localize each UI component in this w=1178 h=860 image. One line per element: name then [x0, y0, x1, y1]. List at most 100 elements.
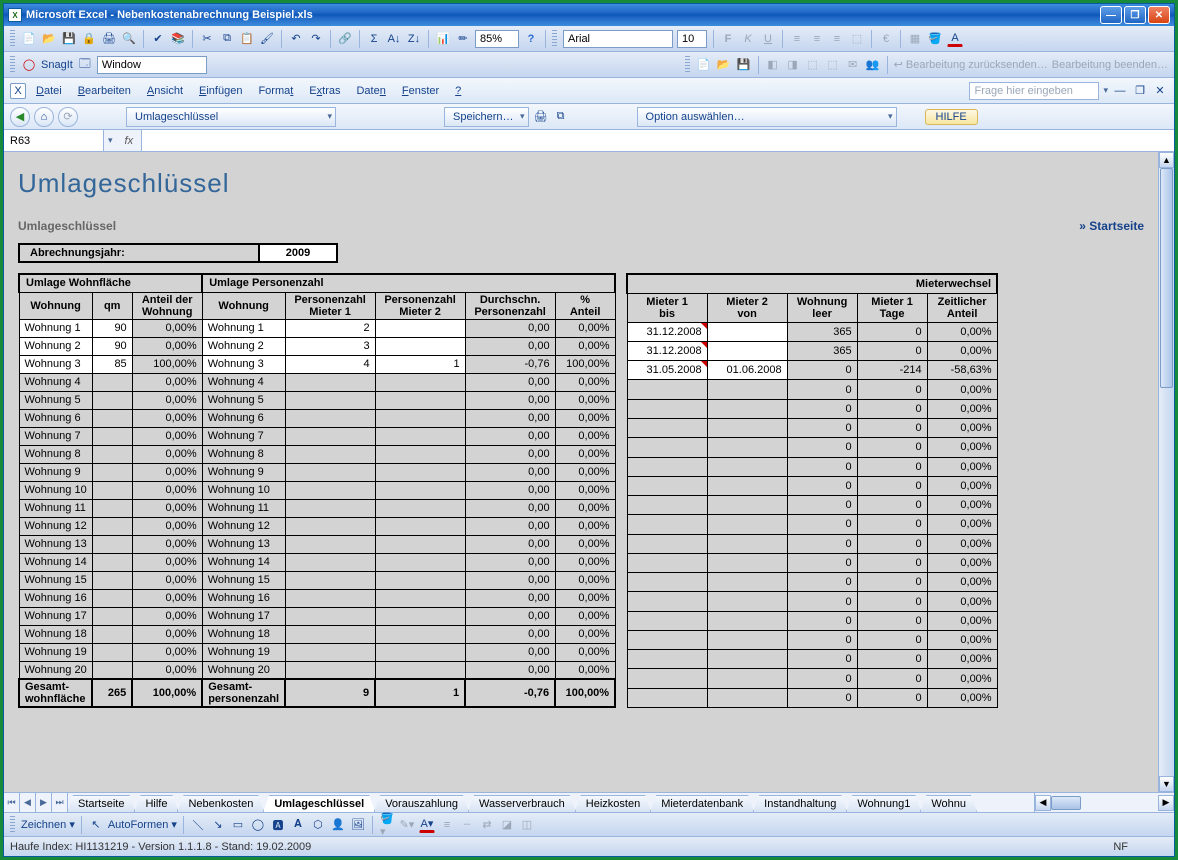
horizontal-scrollbar[interactable]: ◀ ▶ [1034, 793, 1174, 812]
table-row[interactable]: Wohnung 50,00%Wohnung 50,000,00% [19, 391, 615, 409]
diagram-icon[interactable]: ⬡ [310, 817, 326, 833]
sheet-tab[interactable]: Vorauszahlung [374, 795, 469, 812]
table-row[interactable]: 31.05.200801.06.20080-214-58,63% [627, 361, 997, 380]
startseite-link[interactable]: » Startseite [1079, 219, 1144, 233]
table-row[interactable]: Wohnung 180,00%Wohnung 180,000,00% [19, 625, 615, 643]
hscroll-thumb[interactable] [1051, 796, 1081, 810]
vertical-scrollbar[interactable]: ▲ ▼ [1158, 152, 1174, 792]
clipart-icon[interactable]: 👤 [330, 817, 346, 833]
align-right-icon[interactable]: ≡ [829, 31, 845, 47]
table-row[interactable]: 31.12.200836500,00% [627, 341, 997, 360]
menu-einfuegen[interactable]: Einfügen [193, 83, 248, 99]
sheet-tab[interactable]: Instandhaltung [753, 795, 847, 812]
question-input[interactable] [969, 82, 1099, 100]
save-button[interactable]: Speichern… [444, 107, 529, 127]
table-row[interactable]: 000,00% [627, 688, 997, 707]
table-row[interactable]: 000,00% [627, 496, 997, 515]
rev-icon-5[interactable]: ✉ [845, 57, 861, 73]
rev-icon-2[interactable]: ◨ [785, 57, 801, 73]
arrow-style-icon[interactable]: ⇄ [479, 817, 495, 833]
font-name-input[interactable] [563, 30, 673, 48]
line-style-icon[interactable]: ≡ [439, 817, 455, 833]
nav-refresh-button[interactable]: ⟳ [58, 107, 78, 127]
doc-restore-button[interactable]: ❐ [1132, 83, 1148, 99]
sheet-tab[interactable]: Wohnung1 [846, 795, 921, 812]
sheet-tab[interactable]: Umlageschlüssel [263, 795, 375, 812]
sort-desc-icon[interactable]: Z↓ [406, 31, 422, 47]
tab-first-button[interactable]: ⏮ [4, 793, 20, 812]
align-left-icon[interactable]: ≡ [789, 31, 805, 47]
section-dropdown[interactable]: Umlageschlüssel [126, 107, 336, 127]
shadow-icon[interactable]: ◪ [499, 817, 515, 833]
toolbar-grip-3[interactable] [10, 56, 15, 74]
new-icon[interactable]: 📄 [21, 31, 37, 47]
tab-last-button[interactable]: ⏭ [52, 793, 68, 812]
select-icon[interactable]: ↖ [88, 817, 104, 833]
dash-icon[interactable]: ┄ [459, 817, 475, 833]
autosum-icon[interactable]: Σ [366, 31, 382, 47]
arrow-icon[interactable]: ↘ [210, 817, 226, 833]
table-row[interactable]: Wohnung 150,00%Wohnung 150,000,00% [19, 571, 615, 589]
table-row[interactable]: 000,00% [627, 515, 997, 534]
table-row[interactable]: Wohnung 80,00%Wohnung 80,000,00% [19, 445, 615, 463]
tab-prev-button[interactable]: ◀ [20, 793, 36, 812]
hyperlink-icon[interactable]: 🔗 [337, 31, 353, 47]
rev-icon-4[interactable]: ⬚ [825, 57, 841, 73]
zeichnen-menu[interactable]: Zeichnen ▾ [21, 818, 75, 831]
formula-input[interactable] [141, 130, 1174, 151]
rect-icon[interactable]: ▭ [230, 817, 246, 833]
year-value[interactable]: 2009 [258, 243, 338, 263]
table-row[interactable]: Wohnung 40,00%Wohnung 40,000,00% [19, 373, 615, 391]
fill-icon[interactable]: 🪣▾ [379, 817, 395, 833]
table-row[interactable]: 000,00% [627, 669, 997, 688]
sort-asc-icon[interactable]: A↓ [386, 31, 402, 47]
fx-label[interactable]: fx [117, 135, 142, 147]
table-row[interactable]: Wohnung 110,00%Wohnung 110,000,00% [19, 499, 615, 517]
copy2-icon[interactable]: ⧉ [553, 109, 569, 125]
table-row[interactable]: Wohnung 140,00%Wohnung 140,000,00% [19, 553, 615, 571]
option-dropdown[interactable]: Option auswählen… [637, 107, 897, 127]
table-row[interactable]: Wohnung 130,00%Wohnung 130,000,00% [19, 535, 615, 553]
scroll-down-button[interactable]: ▼ [1159, 776, 1174, 792]
snagit-target-input[interactable] [97, 56, 207, 74]
sheet-tab[interactable]: Heizkosten [575, 795, 651, 812]
sheet-tab[interactable]: Hilfe [134, 795, 178, 812]
table-row[interactable]: Wohnung 385100,00%Wohnung 341-0,76100,00… [19, 355, 615, 373]
minimize-button[interactable]: — [1100, 6, 1122, 24]
menu-bearbeiten[interactable]: Bearbeiten [72, 83, 137, 99]
font-size-input[interactable] [677, 30, 707, 48]
rev-icon-3[interactable]: ⬚ [805, 57, 821, 73]
permission-icon[interactable]: 🔒 [81, 31, 97, 47]
copy-icon[interactable]: ⧉ [219, 31, 235, 47]
menu-hilfe[interactable]: ? [449, 83, 467, 99]
oval-icon[interactable]: ◯ [250, 817, 266, 833]
table-row[interactable]: Wohnung 190,00%Wohnung 190,000,00% [19, 643, 615, 661]
edit-end-button[interactable]: Bearbeitung beenden… [1052, 59, 1168, 71]
print2-icon[interactable]: 🖨 [533, 109, 549, 125]
scroll-up-button[interactable]: ▲ [1159, 152, 1174, 168]
table-row[interactable]: Wohnung 60,00%Wohnung 60,000,00% [19, 409, 615, 427]
align-center-icon[interactable]: ≡ [809, 31, 825, 47]
menu-ansicht[interactable]: Ansicht [141, 83, 189, 99]
menu-format[interactable]: Format [252, 83, 299, 99]
font-color2-icon[interactable]: A▾ [419, 817, 435, 833]
textbox-icon[interactable]: 🅰 [270, 817, 286, 833]
open-icon[interactable]: 📂 [41, 31, 57, 47]
table-row[interactable]: 000,00% [627, 630, 997, 649]
doc-minimize-button[interactable]: — [1112, 83, 1128, 99]
underline-icon[interactable]: U [760, 31, 776, 47]
menu-extras[interactable]: Extras [303, 83, 346, 99]
font-color-icon[interactable]: A [947, 31, 963, 47]
line-color-icon[interactable]: ✎▾ [399, 817, 415, 833]
mieterwechsel-table[interactable]: Mieterwechsel Mieter 1 bis Mieter 2 von … [626, 273, 998, 708]
table-row[interactable]: Wohnung 2900,00%Wohnung 230,000,00% [19, 337, 615, 355]
table-row[interactable]: 000,00% [627, 592, 997, 611]
menu-daten[interactable]: Daten [350, 83, 391, 99]
draw-grip[interactable] [10, 816, 15, 834]
line-icon[interactable]: ＼ [190, 817, 206, 833]
title-bar[interactable]: X Microsoft Excel - Nebenkostenabrechnun… [4, 4, 1174, 26]
menu-datei[interactable]: Datei [30, 83, 68, 99]
italic-icon[interactable]: K [740, 31, 756, 47]
nav-back-button[interactable]: ◀ [10, 107, 30, 127]
borders-icon[interactable]: ▦ [907, 31, 923, 47]
